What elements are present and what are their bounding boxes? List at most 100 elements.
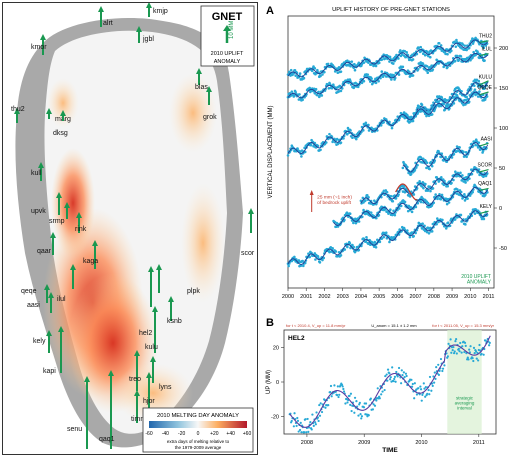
point-qaq1 [389, 208, 392, 211]
hel2-point [323, 398, 326, 402]
hel2-point [482, 353, 485, 356]
point-kely [423, 224, 426, 228]
point-ilul [459, 55, 463, 58]
hel2-point [372, 403, 375, 406]
station-label-jgbl: jgbl [142, 36, 154, 43]
hel2-point [397, 366, 401, 370]
point-thu2 [419, 45, 423, 49]
point-thu2 [298, 72, 302, 75]
uplift-arrowhead-lyns [150, 356, 156, 362]
hel2-point [381, 390, 384, 393]
uplift-arrowhead-scor [248, 208, 254, 214]
point-qaq1 [439, 197, 443, 201]
point-kely [348, 242, 352, 245]
point-aasi [458, 146, 461, 149]
point-kely [302, 264, 305, 268]
point-qeqe [351, 136, 354, 140]
hel2-point [329, 390, 332, 394]
point-thu2 [339, 70, 343, 73]
hel2-point [405, 374, 408, 378]
point-kely [287, 264, 290, 268]
point-ilul [407, 70, 411, 74]
hel2-point [426, 392, 429, 395]
hel2-point [400, 369, 403, 372]
station-label-kmjp: kmjp [153, 8, 168, 15]
legend-ticks: -60 -40 -20 0 +20 +40 +60 [145, 431, 251, 437]
point-ilul [444, 62, 448, 66]
point-scor [468, 177, 471, 180]
hel2-point [460, 351, 463, 354]
point-ilul [377, 79, 380, 83]
point-kely [343, 248, 347, 251]
point-ilul [316, 93, 319, 97]
hel2-point [314, 423, 317, 426]
point-ilul [362, 79, 366, 83]
point-kulu [477, 79, 481, 83]
point-thu2 [467, 46, 471, 50]
panel-b-ytick-2: -20 [271, 415, 279, 421]
hel2-point [376, 387, 379, 390]
uplift-arrowhead-kull [38, 162, 44, 168]
station-label-kmor: kmor [31, 44, 47, 51]
hel2-point [411, 385, 414, 388]
point-kely [362, 237, 366, 241]
hel2-point [292, 425, 295, 428]
series-thu2: THU2 [286, 33, 492, 81]
point-ilul [298, 93, 301, 96]
point-scor [459, 171, 462, 175]
point-kely [382, 235, 386, 239]
point-kely [453, 218, 457, 221]
point-ilul [340, 87, 344, 90]
hel2-point [437, 363, 440, 366]
hel2-point [388, 372, 391, 375]
hel2-point [421, 393, 424, 397]
point-kely [427, 226, 430, 230]
panel-a-ytick-0: -50 [499, 246, 507, 252]
point-scor [366, 194, 369, 197]
point-qaq1 [393, 213, 397, 217]
hel2-point [360, 415, 364, 418]
hel2-point [433, 371, 436, 374]
hel2-point [314, 421, 317, 424]
hel2-point [402, 371, 405, 374]
point-kely [482, 217, 486, 221]
hel2-point [362, 406, 366, 409]
panel-a-xtick-3: 2003 [337, 294, 349, 300]
point-qeqe [411, 119, 415, 123]
point-kely [459, 213, 463, 217]
hel2-point [296, 416, 299, 420]
point-scor [431, 187, 435, 190]
point-thu2 [313, 67, 317, 70]
hel2-point [307, 430, 310, 433]
panel-a-xtick-7: 2007 [409, 294, 421, 300]
hel2-point [411, 382, 414, 386]
panel-b-xtick-1: 2009 [358, 440, 370, 446]
point-ilul [366, 73, 370, 76]
point-qeqe [335, 137, 339, 141]
point-thu2 [398, 49, 402, 52]
point-ilul [294, 90, 297, 94]
panel-a-xtick-11: 2011 [483, 294, 495, 300]
point-kely [293, 255, 296, 259]
hel2-point [395, 370, 398, 374]
point-ilul [320, 94, 324, 97]
point-thu2 [326, 62, 330, 66]
hel2-point [446, 355, 449, 358]
hel2-point [441, 367, 445, 370]
hel2-point [488, 341, 491, 344]
point-qaq1 [403, 200, 407, 204]
point-kely [427, 231, 431, 235]
point-qeqe [367, 129, 371, 132]
point-ilul [339, 89, 343, 93]
point-qeqe [390, 126, 394, 130]
point-thu2 [293, 68, 297, 72]
panel-a-ylabel: VERTICAL DISPLACEMENT (MM) [268, 106, 274, 199]
uplift-arrowhead-senu [84, 376, 90, 382]
point-qeqe [364, 121, 368, 125]
hel2-point [389, 378, 392, 381]
point-scor [464, 181, 467, 184]
point-scor [364, 199, 367, 202]
hel2-point [427, 388, 430, 392]
point-scor [394, 197, 398, 200]
point-qaq1 [466, 197, 469, 200]
